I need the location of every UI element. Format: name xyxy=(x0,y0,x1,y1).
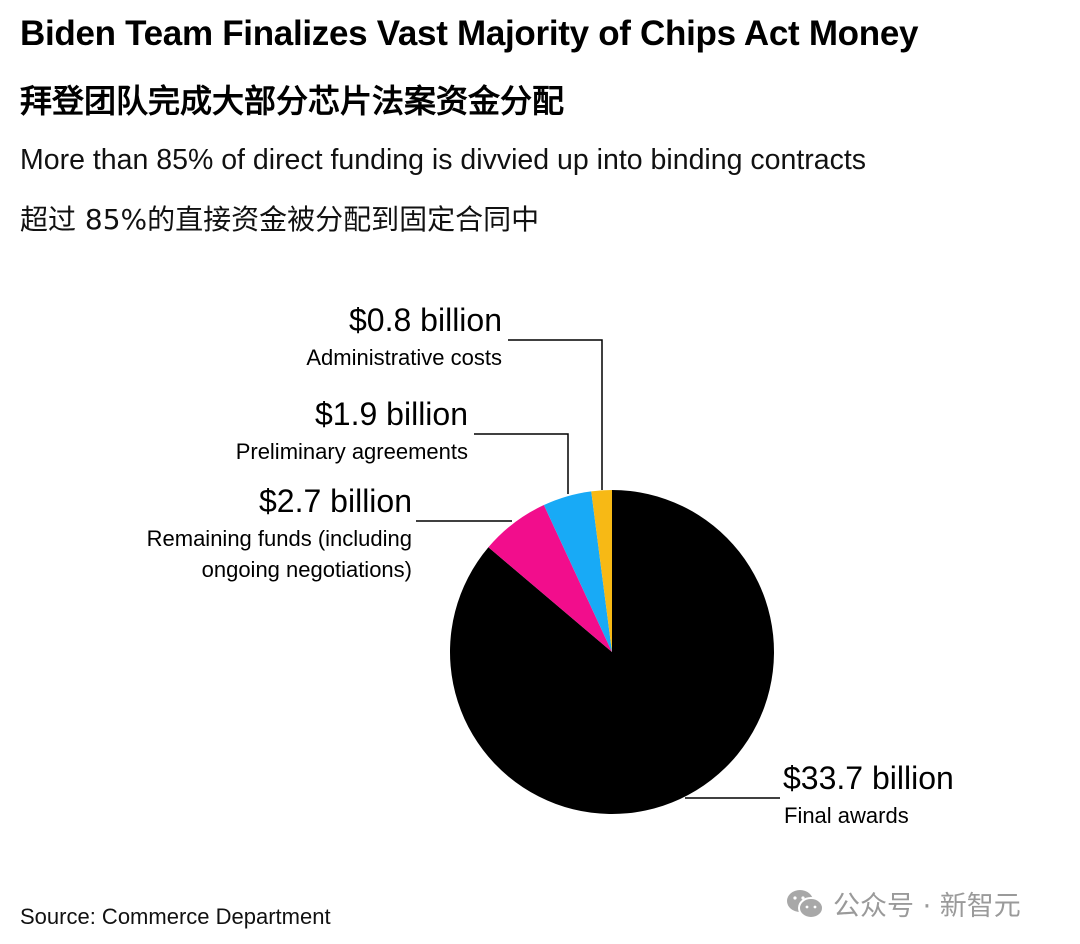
data-label-admin-name: Administrative costs xyxy=(306,345,502,370)
leader-line-admin xyxy=(508,339,603,490)
data-label-remaining-line2: ongoing negotiations) xyxy=(201,557,412,582)
watermark-text: 公众号 · 新智元 xyxy=(833,891,1021,922)
data-label-preliminary-value: $1.9 billion xyxy=(315,396,468,432)
data-label-preliminary-name: Preliminary agreements xyxy=(235,439,468,464)
chart-subtitle: More than 85% of direct funding is divvi… xyxy=(20,144,866,176)
leader-line-preliminary xyxy=(474,433,569,494)
chart-title: Biden Team Finalizes Vast Majority of Ch… xyxy=(20,14,919,53)
pie-slice-preliminary xyxy=(543,491,612,652)
pie-slice-remaining xyxy=(488,505,612,652)
data-label-admin-value: $0.8 billion xyxy=(349,302,502,338)
source-note: Source: Commerce Department xyxy=(20,904,331,929)
chart-subtitle-cn: 超过 85%的直接资金被分配到固定合同中 xyxy=(20,203,540,236)
chart-title-cn: 拜登团队完成大部分芯片法案资金分配 xyxy=(20,82,565,120)
wechat-icon xyxy=(787,889,824,919)
pie-slice-administrative xyxy=(591,490,612,652)
data-label-remaining-value: $2.7 billion xyxy=(259,483,412,519)
data-label-final-value: $33.7 billion xyxy=(783,760,954,796)
data-label-final-name: Final awards xyxy=(784,803,909,828)
watermark: 公众号 · 新智元 xyxy=(785,884,1021,923)
data-label-remaining-line1: Remaining funds (including xyxy=(146,526,412,551)
